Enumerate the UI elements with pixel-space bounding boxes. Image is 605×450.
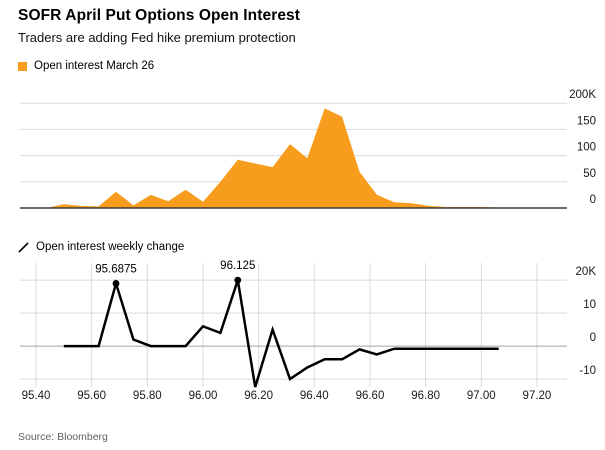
orange-square-icon [18,61,27,71]
x-tick-label: 96.20 [244,390,273,402]
page-subtitle: Traders are adding Fed hike premium prot… [18,30,296,45]
legend-open-interest-label: Open interest March 26 [34,60,155,72]
y-tick-label: 150 [577,115,596,127]
x-tick-label: 97.20 [523,390,552,402]
line-slash-icon [18,241,29,253]
annotation-dot [234,276,242,284]
annotation-dot [112,280,120,287]
y-tick-label: -10 [579,365,596,377]
page-title: SOFR April Put Options Open Interest [18,7,301,24]
x-tick-label: 95.60 [77,390,106,402]
y-tick-label: 100 [577,142,596,154]
x-tick-label: 95.40 [22,390,51,402]
x-tick-label: 95.80 [133,390,162,402]
y-tick-label: 20K [576,266,597,278]
annotation-label: 96.125 [220,260,255,272]
weekly-change-line [63,278,499,388]
legend-weekly-change-label: Open interest weekly change [36,241,185,253]
x-tick-label: 96.60 [356,390,385,402]
annotation-label: 95.6875 [95,263,137,275]
source-label: Source: Bloomberg [18,431,108,443]
x-tick-label: 96.00 [189,390,218,402]
y-tick-label: 10 [583,299,596,311]
legend-open-interest: Open interest March 26 [18,60,154,72]
x-tick-label: 97.00 [467,390,496,402]
y-tick-label: 50 [583,168,596,180]
y-tick-label: 0 [590,332,596,344]
y-tick-label: 0 [590,194,596,206]
x-tick-label: 96.80 [411,390,440,402]
open-interest-area [46,108,499,208]
y-tick-label: 200K [569,89,596,101]
legend-weekly-change: Open interest weekly change [18,241,184,253]
x-tick-label: 96.40 [300,390,329,402]
